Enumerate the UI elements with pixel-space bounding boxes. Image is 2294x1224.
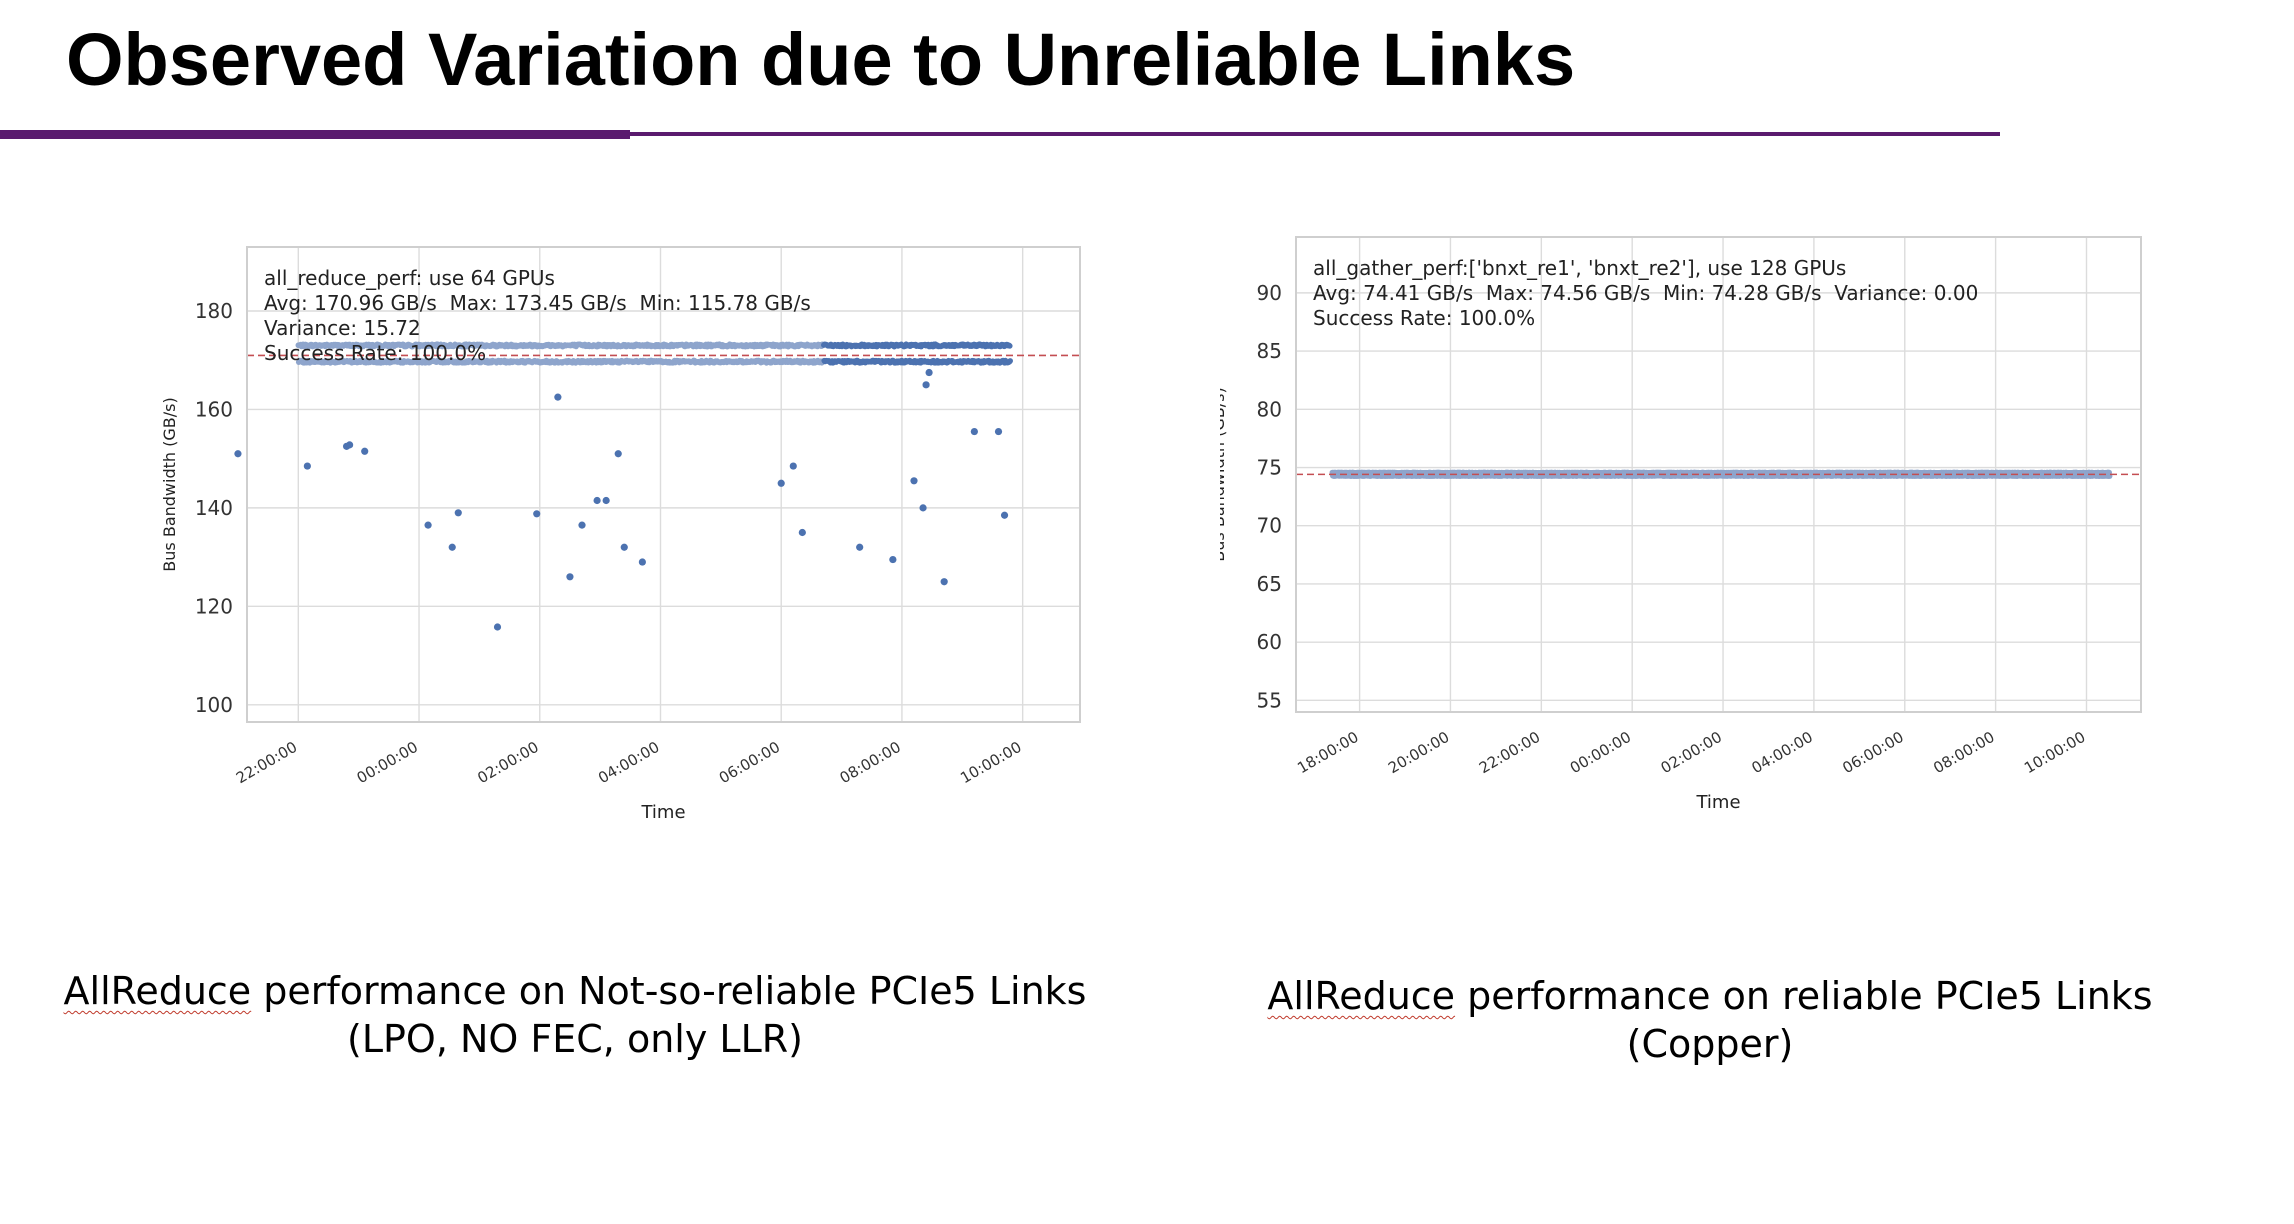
data-point [602, 496, 610, 505]
y-tick-label: 140 [195, 496, 233, 520]
y-tick-label: 160 [195, 397, 233, 421]
x-axis-label: Time [640, 802, 685, 823]
x-tick-label: 10:00:00 [2021, 728, 2088, 777]
y-tick-label: 65 [1257, 572, 1282, 596]
data-point [919, 504, 927, 512]
data-point [566, 573, 574, 581]
annotation-line: all_gather_perf:['bnxt_re1', 'bnxt_re2']… [1313, 256, 1846, 280]
data-point [424, 521, 432, 529]
data-point [789, 462, 797, 470]
bandwidth-band [295, 341, 1013, 366]
caption-line-rest: performance on Not-so-reliable PCIe5 Lin… [251, 969, 1087, 1013]
data-point [614, 450, 622, 458]
y-tick-label: 70 [1257, 514, 1282, 538]
annotation-line: Variance: 15.72 [264, 316, 421, 340]
caption-line-1: AllReduce performance on reliable PCIe5 … [1210, 972, 2210, 1020]
data-point [361, 447, 369, 455]
data-point [638, 558, 646, 566]
y-axis-label: Bus Bandwidth (GB/s) [1220, 387, 1228, 561]
y-tick-label: 60 [1257, 630, 1282, 654]
data-point [303, 462, 311, 470]
grid-lines [1296, 237, 2141, 712]
x-tick-label: 08:00:00 [1930, 728, 1997, 777]
band-point [1007, 358, 1013, 364]
y-tick-label: 90 [1257, 281, 1282, 305]
data-point [346, 441, 354, 449]
x-tick-label: 02:00:00 [474, 738, 541, 787]
caption-line-rest: performance on reliable PCIe5 Links [1455, 974, 2153, 1018]
title-rule-thin [630, 132, 2000, 136]
data-point [493, 623, 502, 631]
y-tick-label: 120 [195, 594, 233, 618]
y-tick-label: 55 [1257, 688, 1282, 712]
y-tick-label: 75 [1257, 456, 1282, 480]
y-tick-label: 180 [195, 299, 233, 323]
annotation-line: Success Rate: 100.0% [1313, 306, 1535, 330]
data-point [620, 543, 628, 551]
spellcheck-word: AllReduce [1267, 974, 1456, 1018]
allreduce-unreliable-chart: 100 120 140 160 180 22:00:00 00:00:00 02:00:00 0… [160, 246, 1081, 823]
slide-title: Observed Variation due to Unreliable Lin… [66, 18, 1576, 101]
x-tick-label: 20:00:00 [1385, 728, 1452, 777]
caption-line-2: (LPO, NO FEC, only LLR) [347, 1017, 803, 1061]
data-point [798, 528, 806, 537]
plot-frame [246, 246, 1081, 723]
allgather-reliable-chart: 55 60 65 70 75 80 85 90 18:00:00 20:00:00 22:00:00… [1220, 236, 2142, 813]
data-point [234, 450, 242, 458]
data-point [593, 496, 601, 505]
annotation-line: all_reduce_perf: use 64 GPUs [264, 266, 555, 290]
x-tick-label: 04:00:00 [1749, 728, 1816, 777]
data-point [454, 509, 462, 517]
data-point [448, 543, 456, 551]
x-tick-label: 02:00:00 [1658, 728, 1725, 777]
data-point [533, 510, 541, 518]
data-point [940, 578, 948, 586]
data-point [777, 479, 785, 487]
x-tick-label: 00:00:00 [1567, 728, 1634, 777]
data-point [925, 368, 933, 377]
data-point [922, 381, 930, 389]
x-tick-label: 00:00:00 [354, 738, 421, 787]
y-tick-label: 85 [1257, 339, 1282, 363]
x-tick-label: 04:00:00 [595, 738, 662, 787]
spellcheck-word: AllReduce [63, 969, 252, 1013]
y-axis-label: Bus Bandwidth (GB/s) [160, 397, 179, 571]
y-tick-label: 100 [195, 693, 233, 717]
caption-line-2: (Copper) [1626, 1022, 1794, 1066]
data-point [970, 427, 978, 436]
data-point [1000, 511, 1009, 519]
grid-lines [247, 247, 1080, 722]
x-tick-label: 22:00:00 [233, 738, 300, 787]
y-tick-label: 80 [1257, 397, 1282, 421]
data-point [856, 543, 864, 551]
x-tick-label: 10:00:00 [957, 738, 1024, 787]
annotation-line: Success Rate: 100.0% [264, 341, 486, 365]
data-point [994, 427, 1003, 436]
x-tick-label: 08:00:00 [837, 738, 904, 787]
outlier-points [234, 368, 1009, 631]
x-tick-label: 22:00:00 [1476, 728, 1543, 777]
x-tick-label: 06:00:00 [716, 738, 783, 787]
caption-line-1: AllReduce performance on Not-so-reliable… [20, 967, 1130, 1015]
stats-annotation: all_gather_perf:['bnxt_re1', 'bnxt_re2']… [1313, 256, 1978, 330]
x-axis-label: Time [1695, 792, 1740, 813]
band-point [1006, 343, 1013, 349]
title-rule-thick [0, 130, 630, 139]
caption-unreliable-links: AllReduce performance on Not-so-reliable… [20, 967, 1130, 1063]
x-tick-label: 18:00:00 [1294, 728, 1361, 777]
annotation-line: Avg: 170.96 GB/s Max: 173.45 GB/s Min: 1… [264, 291, 811, 315]
caption-reliable-links: AllReduce performance on reliable PCIe5 … [1210, 972, 2210, 1068]
x-tick-label: 06:00:00 [1839, 728, 1906, 777]
data-point [889, 555, 897, 564]
data-point [578, 521, 586, 529]
data-point [554, 393, 562, 401]
annotation-line: Avg: 74.41 GB/s Max: 74.56 GB/s Min: 74.… [1313, 281, 1978, 305]
data-point [910, 477, 918, 485]
plot-frame [1295, 236, 2142, 713]
